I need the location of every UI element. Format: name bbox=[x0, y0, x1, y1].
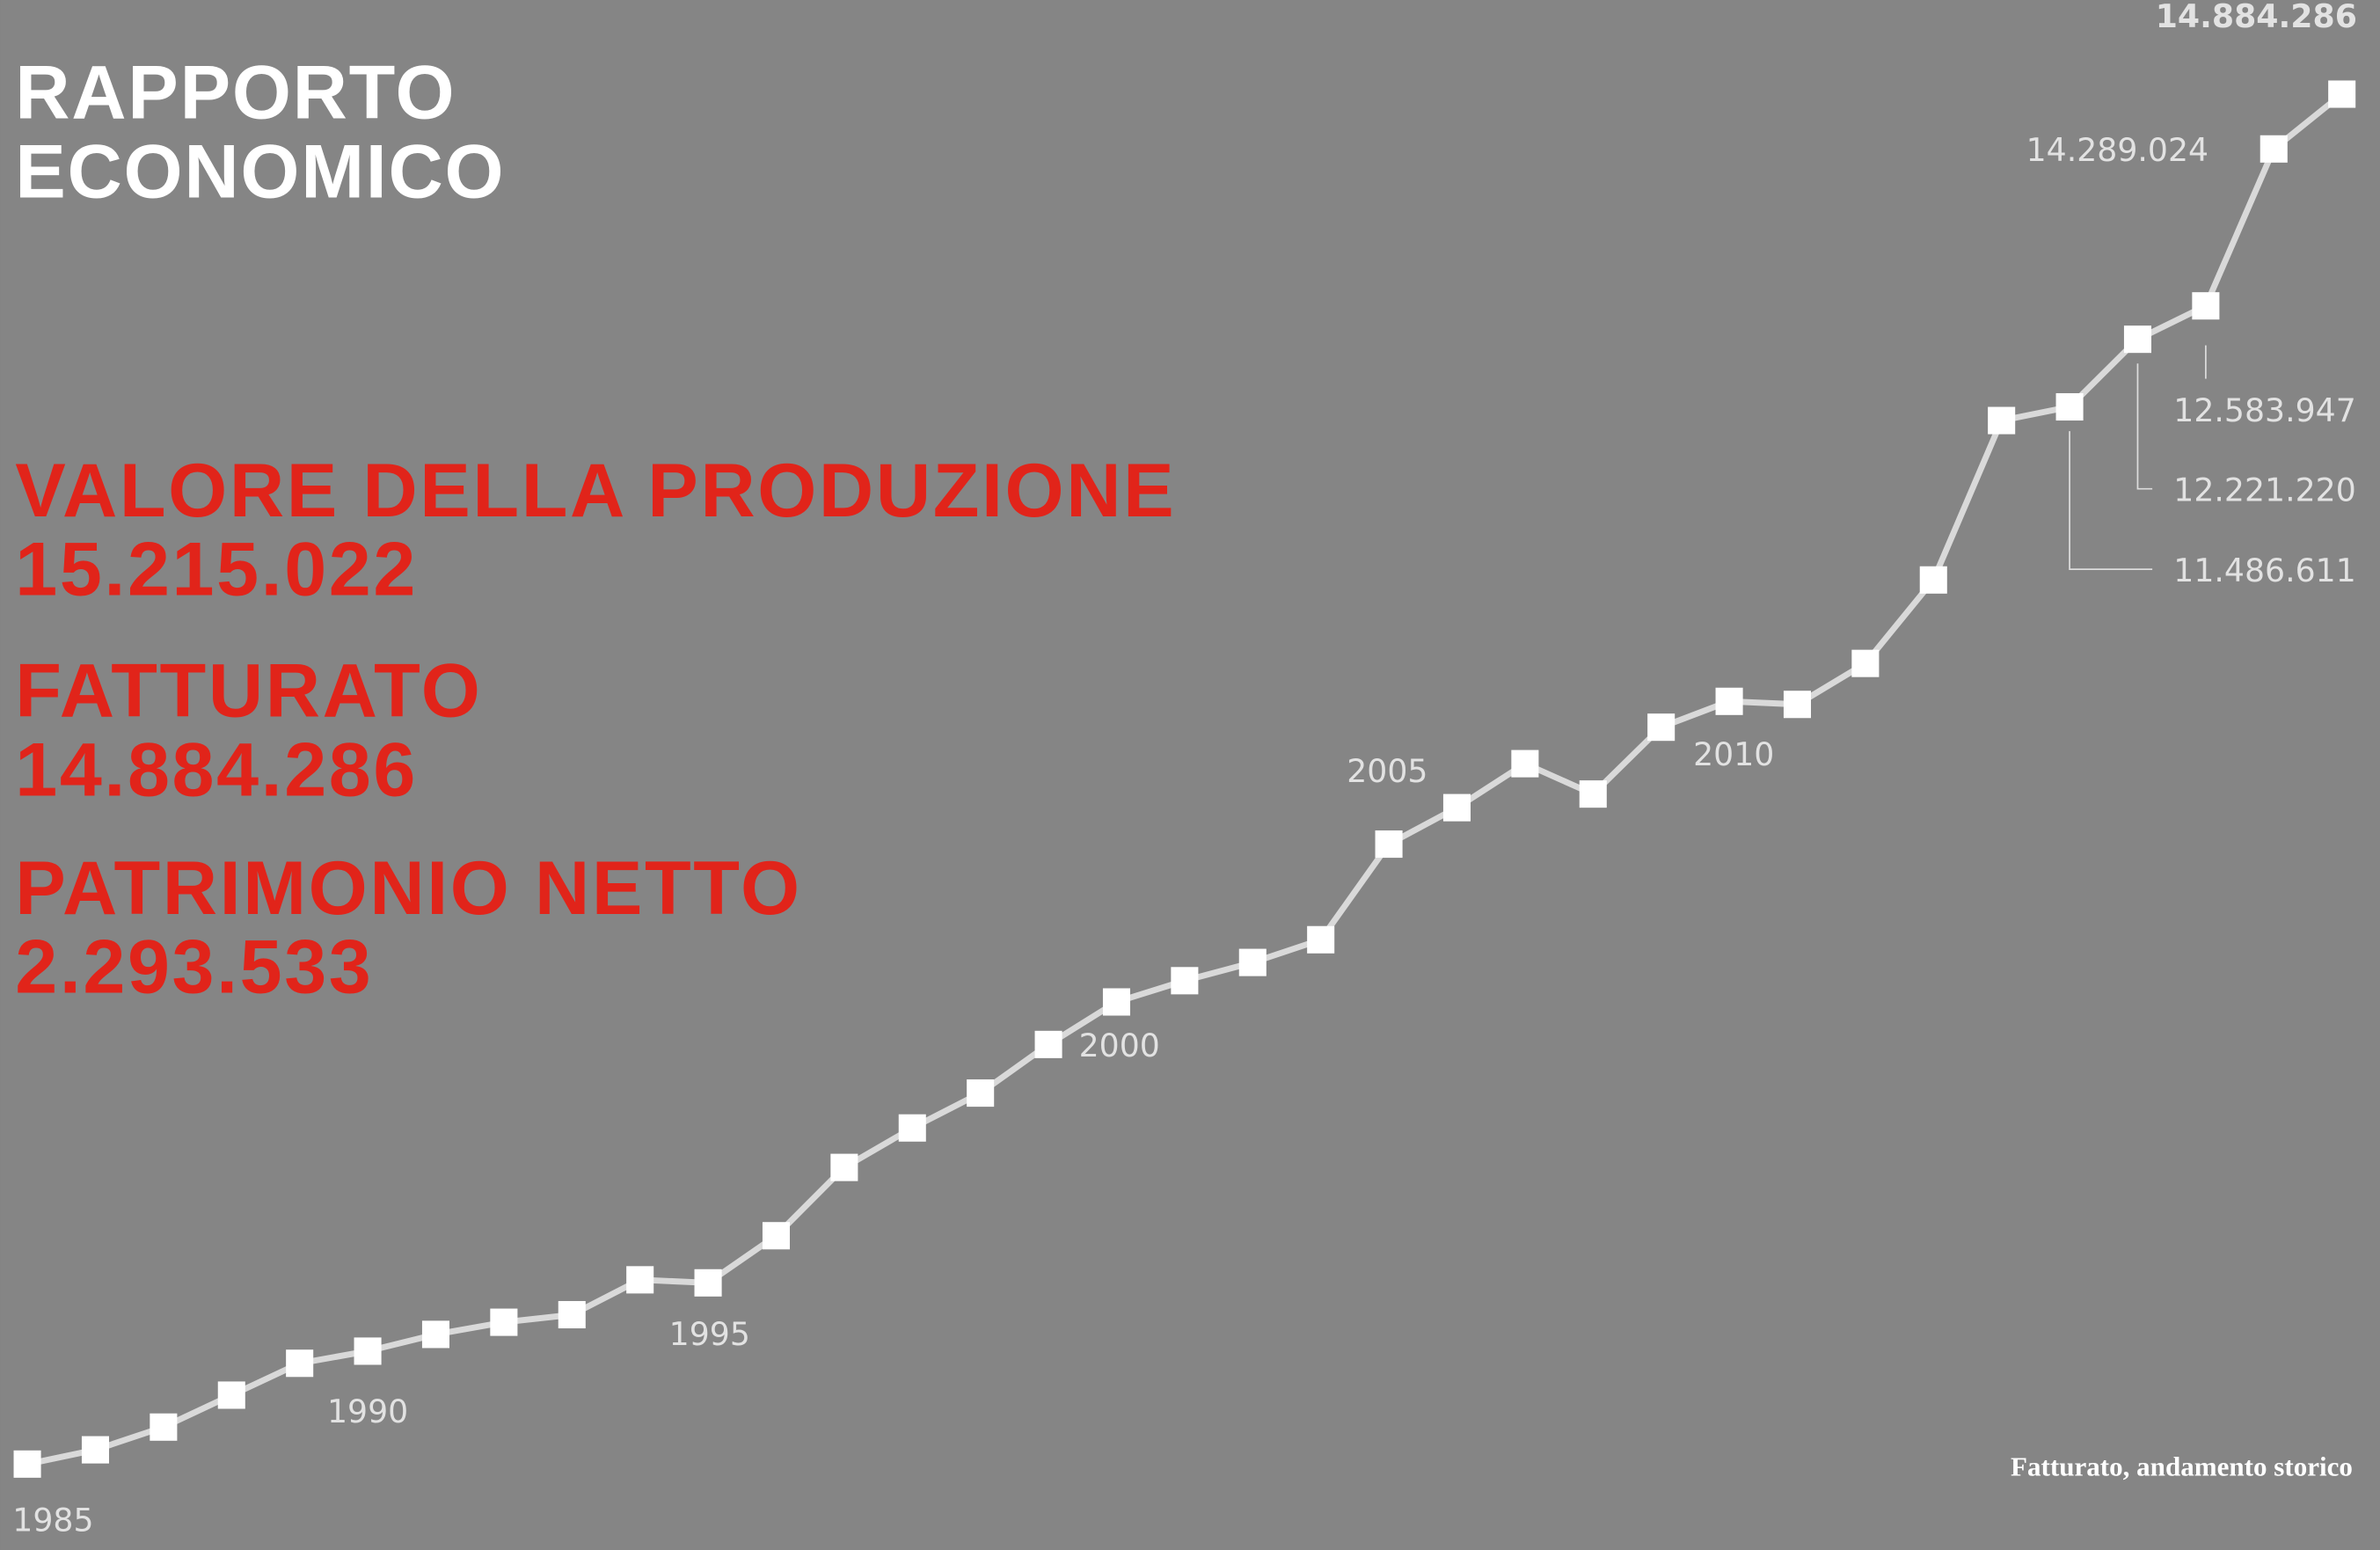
data-marker bbox=[1919, 566, 1947, 594]
data-marker bbox=[150, 1413, 178, 1441]
data-label: 12.583.947 bbox=[2173, 391, 2355, 429]
title-line: RAPPORTO bbox=[15, 51, 456, 135]
data-marker bbox=[1307, 925, 1335, 954]
data-marker bbox=[1715, 687, 1743, 715]
x-tick-label: 1995 bbox=[669, 1315, 750, 1353]
data-marker bbox=[1238, 948, 1267, 976]
data-marker bbox=[558, 1300, 586, 1329]
data-label: 14.289.024 bbox=[2026, 131, 2208, 169]
highlight-value: 2.293.533 bbox=[15, 925, 373, 1010]
highlight-value: 15.215.022 bbox=[15, 527, 418, 611]
data-label: 12.221.220 bbox=[2173, 472, 2355, 509]
x-tick-label: 2010 bbox=[1693, 735, 1774, 773]
data-marker bbox=[490, 1308, 518, 1336]
data-marker bbox=[1102, 988, 1131, 1016]
leader-line bbox=[2069, 431, 2153, 571]
data-marker bbox=[421, 1320, 450, 1349]
data-marker bbox=[1511, 749, 1539, 778]
data-marker bbox=[694, 1269, 722, 1297]
data-marker bbox=[13, 1450, 41, 1478]
data-marker bbox=[81, 1436, 110, 1464]
data-marker bbox=[898, 1114, 926, 1142]
x-tick-label: 1990 bbox=[327, 1393, 408, 1430]
title-line: ECONOMICO bbox=[15, 129, 505, 214]
data-marker bbox=[2123, 325, 2152, 354]
data-marker bbox=[1375, 830, 1403, 859]
data-marker bbox=[354, 1337, 382, 1365]
x-tick-label: 1985 bbox=[12, 1501, 93, 1539]
data-marker bbox=[1647, 713, 1675, 742]
highlight-value: 14.884.286 bbox=[15, 727, 418, 812]
data-marker bbox=[762, 1222, 791, 1250]
leader-line bbox=[2136, 363, 2153, 490]
data-marker bbox=[2192, 292, 2220, 320]
data-marker bbox=[1442, 793, 1471, 822]
data-marker bbox=[626, 1266, 654, 1294]
data-marker bbox=[2260, 135, 2288, 163]
chart-caption: Fatturato, andamento storico bbox=[2011, 1451, 2353, 1481]
data-label: 11.486.611 bbox=[2173, 552, 2355, 589]
data-marker bbox=[2055, 392, 2084, 421]
x-tick-label: 2000 bbox=[1079, 1027, 1160, 1064]
data-marker bbox=[1171, 967, 1199, 995]
data-label: 14.884.286 bbox=[2156, 0, 2357, 35]
data-marker bbox=[1579, 780, 1607, 808]
data-marker bbox=[1988, 406, 2016, 435]
x-tick-label: 2005 bbox=[1347, 752, 1427, 790]
data-marker bbox=[2328, 80, 2356, 108]
data-marker bbox=[1851, 649, 1880, 677]
data-marker bbox=[217, 1381, 245, 1409]
data-marker bbox=[286, 1349, 314, 1378]
data-marker bbox=[830, 1153, 858, 1181]
highlight-label: VALORE DELLA PRODUZIONE bbox=[15, 449, 1176, 533]
highlight-label: PATRIMONIO NETTO bbox=[15, 846, 801, 931]
highlight-label: FATTURATO bbox=[15, 649, 482, 734]
data-marker bbox=[967, 1079, 995, 1108]
data-marker bbox=[1034, 1030, 1062, 1058]
data-marker bbox=[1783, 691, 1812, 719]
